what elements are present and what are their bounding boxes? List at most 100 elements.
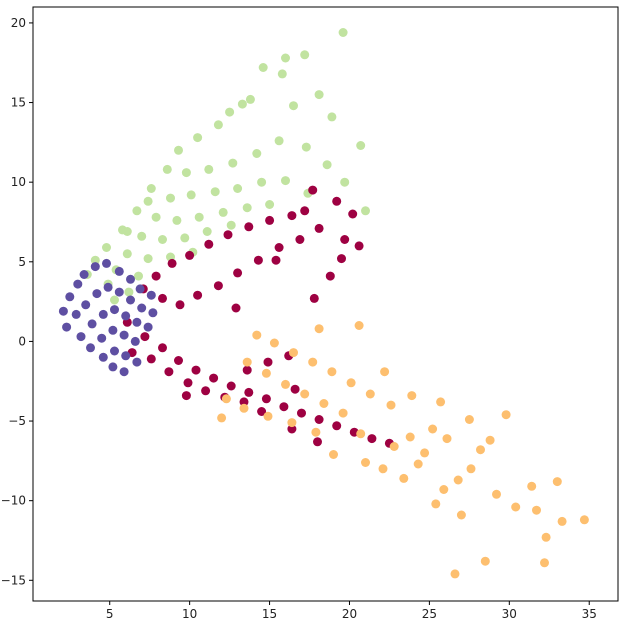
point-2-10 <box>62 322 72 332</box>
point-1-46 <box>257 407 267 416</box>
point-1-18 <box>193 290 203 300</box>
point-0-30 <box>151 212 161 222</box>
point-2-7 <box>126 274 135 284</box>
point-3-7 <box>527 481 537 491</box>
point-3-49 <box>464 415 474 424</box>
y-tick-label: −15 <box>1 573 26 587</box>
point-0-43 <box>122 249 132 259</box>
point-2-27 <box>97 333 107 343</box>
point-2-22 <box>110 305 119 315</box>
point-3-11 <box>453 475 463 485</box>
point-3-31 <box>252 330 262 340</box>
point-3-40 <box>263 411 273 421</box>
point-1-57 <box>300 206 310 216</box>
point-3-21 <box>405 432 415 442</box>
x-tick-label: 30 <box>502 607 517 621</box>
point-1-5 <box>325 271 335 281</box>
point-3-41 <box>239 403 249 413</box>
point-3-26 <box>346 378 356 388</box>
point-2-0 <box>58 306 68 316</box>
point-2-13 <box>92 289 102 299</box>
point-1-0 <box>308 185 318 195</box>
point-0-8 <box>213 120 223 130</box>
point-0-38 <box>158 235 167 244</box>
point-3-55 <box>217 413 227 423</box>
point-1-42 <box>183 378 193 388</box>
y-tick-label: 5 <box>18 255 26 269</box>
point-1-40 <box>146 354 156 364</box>
point-1-51 <box>263 357 273 367</box>
point-0-29 <box>132 206 142 216</box>
x-tick-label: 35 <box>582 607 597 621</box>
point-0-59 <box>122 227 132 236</box>
points-layer <box>58 28 589 579</box>
point-0-11 <box>174 145 183 155</box>
point-3-3 <box>540 558 549 568</box>
point-3-44 <box>389 442 399 451</box>
point-3-43 <box>356 429 366 439</box>
x-tick-label: 5 <box>106 607 114 621</box>
y-tick-label: −5 <box>8 414 26 428</box>
point-1-14 <box>151 271 161 281</box>
point-2-29 <box>119 330 129 340</box>
point-1-38 <box>367 434 377 444</box>
point-1-12 <box>185 250 195 260</box>
point-3-4 <box>480 556 490 566</box>
point-0-56 <box>327 112 337 122</box>
point-3-13 <box>511 502 521 512</box>
point-0-55 <box>289 101 298 111</box>
point-0-42 <box>102 243 111 252</box>
point-1-43 <box>201 386 211 396</box>
y-tick-label: 20 <box>11 16 26 30</box>
point-3-36 <box>261 368 271 378</box>
point-0-22 <box>166 193 175 203</box>
x-tick-label: 10 <box>182 607 197 621</box>
point-1-34 <box>297 408 306 418</box>
point-2-25 <box>143 322 153 332</box>
series-2 <box>58 258 158 377</box>
point-1-26 <box>158 343 167 353</box>
point-1-21 <box>253 255 263 265</box>
point-0-6 <box>245 94 255 104</box>
point-2-32 <box>110 346 119 356</box>
point-2-8 <box>135 284 145 294</box>
point-0-24 <box>210 187 220 197</box>
point-2-18 <box>148 308 158 318</box>
point-3-8 <box>501 410 511 420</box>
point-0-26 <box>257 177 267 187</box>
point-3-15 <box>456 510 466 520</box>
point-3-6 <box>552 477 562 487</box>
point-1-47 <box>287 424 297 434</box>
point-3-9 <box>476 445 485 455</box>
point-0-14 <box>204 164 214 174</box>
point-1-16 <box>158 293 167 303</box>
point-1-59 <box>290 384 300 394</box>
point-3-51 <box>314 324 324 334</box>
point-3-28 <box>308 357 318 367</box>
point-2-3 <box>79 270 89 279</box>
point-3-12 <box>439 485 449 494</box>
point-0-0 <box>338 28 348 37</box>
point-3-34 <box>300 389 310 399</box>
point-0-23 <box>186 190 196 200</box>
point-0-52 <box>124 287 134 297</box>
point-1-30 <box>226 381 236 391</box>
point-0-54 <box>361 206 370 216</box>
point-3-20 <box>361 458 370 467</box>
point-2-34 <box>132 357 142 367</box>
point-0-40 <box>202 227 212 236</box>
point-0-58 <box>143 196 153 206</box>
point-3-5 <box>450 569 460 579</box>
point-1-28 <box>191 365 201 375</box>
point-2-12 <box>81 300 91 310</box>
point-1-4 <box>337 254 346 264</box>
point-0-10 <box>356 141 366 150</box>
point-1-27 <box>174 356 183 365</box>
point-0-5 <box>314 90 324 100</box>
point-1-19 <box>213 281 223 291</box>
point-1-32 <box>261 394 271 404</box>
point-3-52 <box>380 367 390 377</box>
y-tick-label: 15 <box>11 96 26 110</box>
y-axis: 20 15 10 5 0 −5 −10 −15 <box>1 16 33 587</box>
